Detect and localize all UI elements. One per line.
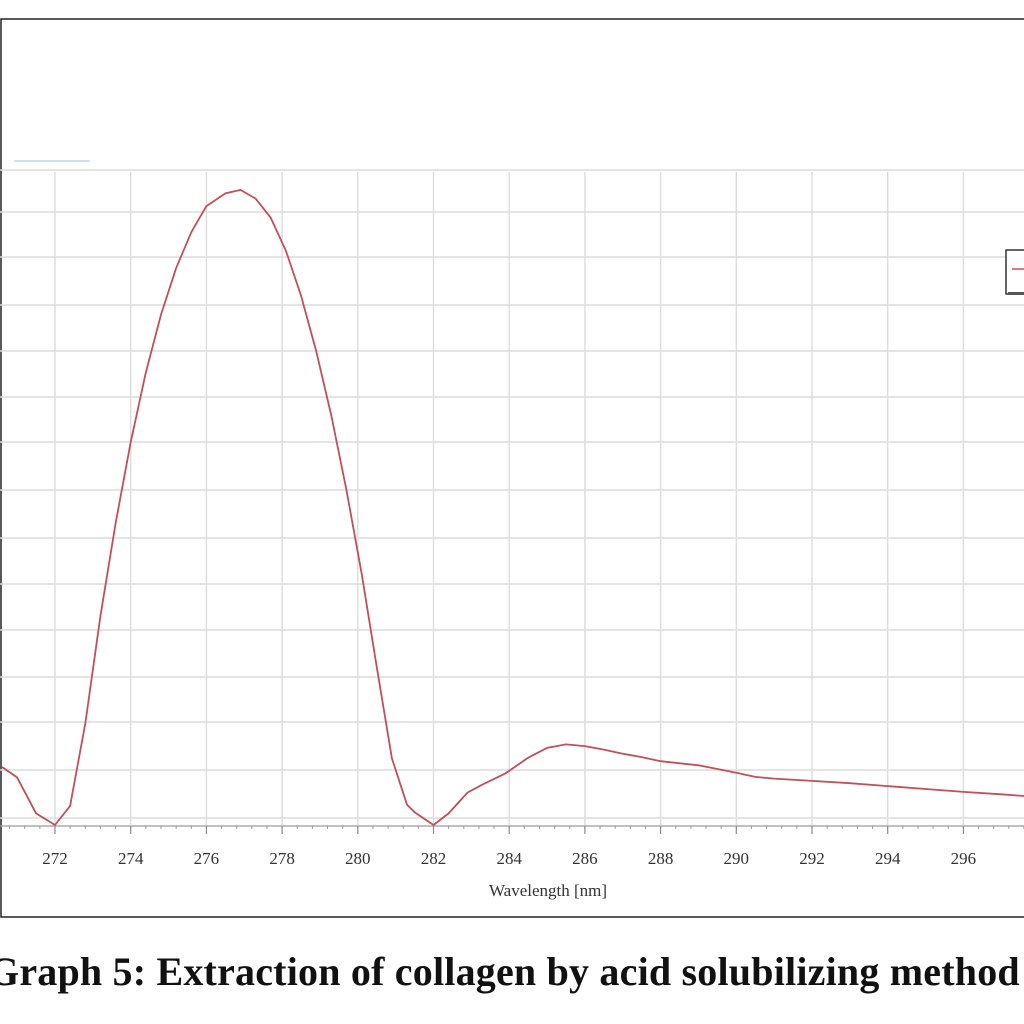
legend[interactable] bbox=[1005, 249, 1024, 295]
x-tick-label-290: 290 bbox=[724, 849, 750, 868]
series-line-0 bbox=[1, 188, 1024, 826]
x-axis-label: Wavelength [nm] bbox=[489, 881, 607, 900]
x-tick-label-276: 276 bbox=[194, 849, 220, 868]
x-tick-label-278: 278 bbox=[269, 849, 295, 868]
x-tick-label-274: 274 bbox=[118, 849, 144, 868]
x-tick-label-284: 284 bbox=[496, 849, 522, 868]
figure-caption: Graph 5: Extraction of collagen by acid … bbox=[0, 949, 1020, 994]
x-tick-label-292: 292 bbox=[799, 849, 825, 868]
series-layer bbox=[1, 188, 1024, 826]
legend-box bbox=[1005, 249, 1024, 295]
x-tick-label-282: 282 bbox=[421, 849, 447, 868]
grid bbox=[0, 169, 1024, 825]
x-tick-label-296: 296 bbox=[951, 849, 977, 868]
x-tick-label-286: 286 bbox=[572, 849, 598, 868]
x-tick-label-288: 288 bbox=[648, 849, 674, 868]
legend-shadow bbox=[1008, 292, 1024, 295]
x-ticks: 272 274 276 278 280 282 284 286 288 290 292 294 296 bbox=[42, 826, 976, 868]
x-tick-label-294: 294 bbox=[875, 849, 901, 868]
x-tick-label-272: 272 bbox=[42, 849, 68, 868]
x-tick-label-280: 280 bbox=[345, 849, 371, 868]
figure-frame bbox=[0, 18, 1024, 918]
